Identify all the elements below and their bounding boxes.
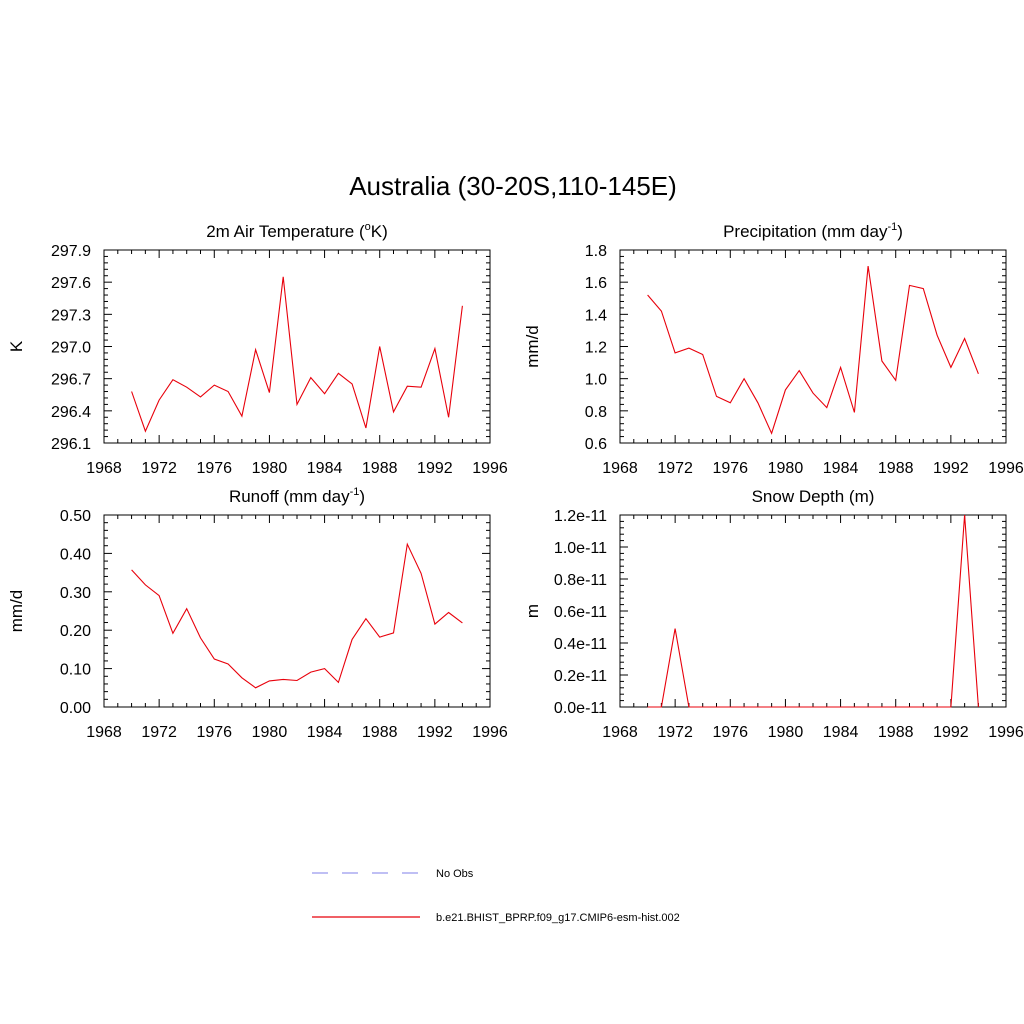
y-tick-label: 0.00 [60, 700, 91, 717]
y-tick-label: 1.6 [585, 275, 607, 292]
y-tick-label: 1.2e-11 [554, 508, 607, 525]
y-tick-label: 1.0e-11 [554, 540, 607, 557]
x-tick-label: 1996 [988, 460, 1024, 477]
panel-title: Snow Depth (m) [752, 487, 875, 506]
panel-title-text: 2m Air Temperature ( [206, 222, 365, 241]
panel-title: 2m Air Temperature (oK) [206, 221, 388, 241]
y-tick-label: 297.9 [51, 243, 91, 260]
series-line [647, 514, 979, 708]
x-tick-label: 1996 [472, 724, 508, 741]
y-axis-label: K [7, 340, 26, 352]
y-tick-label: 0.40 [60, 546, 91, 563]
panel-title-tail: ) [897, 222, 903, 241]
panel-title-superscript: -1 [350, 486, 360, 498]
y-tick-label: 0.10 [60, 662, 91, 679]
series-line [131, 276, 463, 433]
y-tick-label: 296.7 [51, 372, 91, 389]
plot-frame [103, 249, 491, 444]
y-tick-label: 296.1 [51, 436, 91, 453]
x-tick-label: 1972 [141, 460, 177, 477]
y-axis-label: m [523, 604, 542, 618]
legend: No Obs b.e21.BHIST_BPRP.f09_g17.CMIP6-esm… [312, 868, 680, 924]
x-tick-label: 1984 [823, 724, 859, 741]
y-tick-label: 297.0 [51, 340, 91, 357]
y-tick-label: 0.8e-11 [554, 572, 607, 589]
panel-3: Runoff (mm day-1) mm/d 1968 1972 1976 1980 198… [7, 486, 508, 741]
x-tick-label: 1976 [712, 724, 748, 741]
panel-title: Precipitation (mm day-1) [723, 221, 903, 241]
panel-title-text: Snow Depth (m) [752, 487, 875, 506]
x-tick-label: 1984 [307, 460, 343, 477]
x-tick-label: 1996 [472, 460, 508, 477]
x-tick-label: 1972 [657, 724, 693, 741]
panel-title-text: Precipitation (mm day [723, 222, 888, 241]
panels: 2m Air Temperature (oK) K 1968 1972 1976 1980… [7, 221, 1024, 741]
y-tick-label: 0.50 [60, 508, 91, 525]
y-tick-label: 297.3 [51, 307, 91, 324]
panel-title-superscript: -1 [887, 221, 897, 233]
y-axis-label: mm/d [523, 325, 542, 368]
x-tick-label: 1996 [988, 724, 1024, 741]
y-tick-label: 0.4e-11 [554, 636, 607, 653]
x-tick-label: 1972 [141, 724, 177, 741]
x-tick-label: 1984 [307, 724, 343, 741]
panel-title-text: Runoff (mm day [229, 487, 350, 506]
figure-title: Australia (30-20S,110-145E) [349, 171, 677, 201]
panel-2: Precipitation (mm day-1) mm/d 1968 1972 1976… [523, 221, 1024, 477]
x-tick-label: 1992 [933, 460, 969, 477]
x-tick-label: 1972 [657, 460, 693, 477]
x-tick-label: 1968 [86, 724, 122, 741]
panel-4: Snow Depth (m) m 1968 1972 1976 1980 1984 1988 1… [523, 487, 1024, 741]
y-tick-label: 0.8 [585, 404, 607, 421]
y-tick-label: 0.30 [60, 585, 91, 602]
y-tick-label: 1.8 [585, 243, 607, 260]
y-tick-label: 0.6 [585, 436, 607, 453]
x-tick-label: 1976 [196, 724, 232, 741]
x-tick-label: 1988 [362, 460, 398, 477]
x-tick-label: 1988 [362, 724, 398, 741]
series-line [647, 266, 979, 435]
panel-title-tail: ) [359, 487, 365, 506]
plot-frame [619, 514, 1007, 708]
y-tick-label: 0.0e-11 [554, 700, 607, 717]
x-tick-label: 1980 [768, 724, 804, 741]
legend-entry-1: No Obs [312, 868, 474, 880]
x-tick-label: 1992 [933, 724, 969, 741]
legend-label: b.e21.BHIST_BPRP.f09_g17.CMIP6-esm-hist.… [436, 912, 680, 924]
y-tick-label: 297.6 [51, 275, 91, 292]
x-tick-label: 1988 [878, 724, 914, 741]
x-tick-label: 1976 [196, 460, 232, 477]
panel-title-superscript: o [365, 221, 371, 233]
x-tick-label: 1968 [86, 460, 122, 477]
series-line [131, 542, 463, 689]
panel-title: Runoff (mm day-1) [229, 486, 365, 506]
panel-title-tail: K) [371, 222, 388, 241]
y-tick-label: 0.6e-11 [554, 604, 607, 621]
y-tick-label: 1.0 [585, 372, 607, 389]
x-tick-label: 1968 [602, 724, 638, 741]
x-tick-label: 1992 [417, 724, 453, 741]
y-tick-label: 1.4 [585, 307, 607, 324]
x-tick-label: 1992 [417, 460, 453, 477]
y-tick-label: 0.20 [60, 623, 91, 640]
panel-1: 2m Air Temperature (oK) K 1968 1972 1976 1980… [7, 221, 508, 477]
plot-frame [619, 249, 1007, 444]
x-tick-label: 1980 [768, 460, 804, 477]
x-tick-label: 1976 [712, 460, 748, 477]
y-axis-label: mm/d [7, 590, 26, 633]
legend-label: No Obs [436, 868, 474, 880]
x-tick-label: 1988 [878, 460, 914, 477]
y-tick-label: 296.4 [51, 404, 91, 421]
plot-frame [103, 514, 491, 708]
x-tick-label: 1968 [602, 460, 638, 477]
x-tick-label: 1980 [252, 460, 288, 477]
legend-entry-2: b.e21.BHIST_BPRP.f09_g17.CMIP6-esm-hist.… [312, 912, 680, 924]
y-tick-label: 1.2 [585, 340, 607, 357]
x-tick-label: 1980 [252, 724, 288, 741]
x-tick-label: 1984 [823, 460, 859, 477]
y-tick-label: 0.2e-11 [554, 668, 607, 685]
